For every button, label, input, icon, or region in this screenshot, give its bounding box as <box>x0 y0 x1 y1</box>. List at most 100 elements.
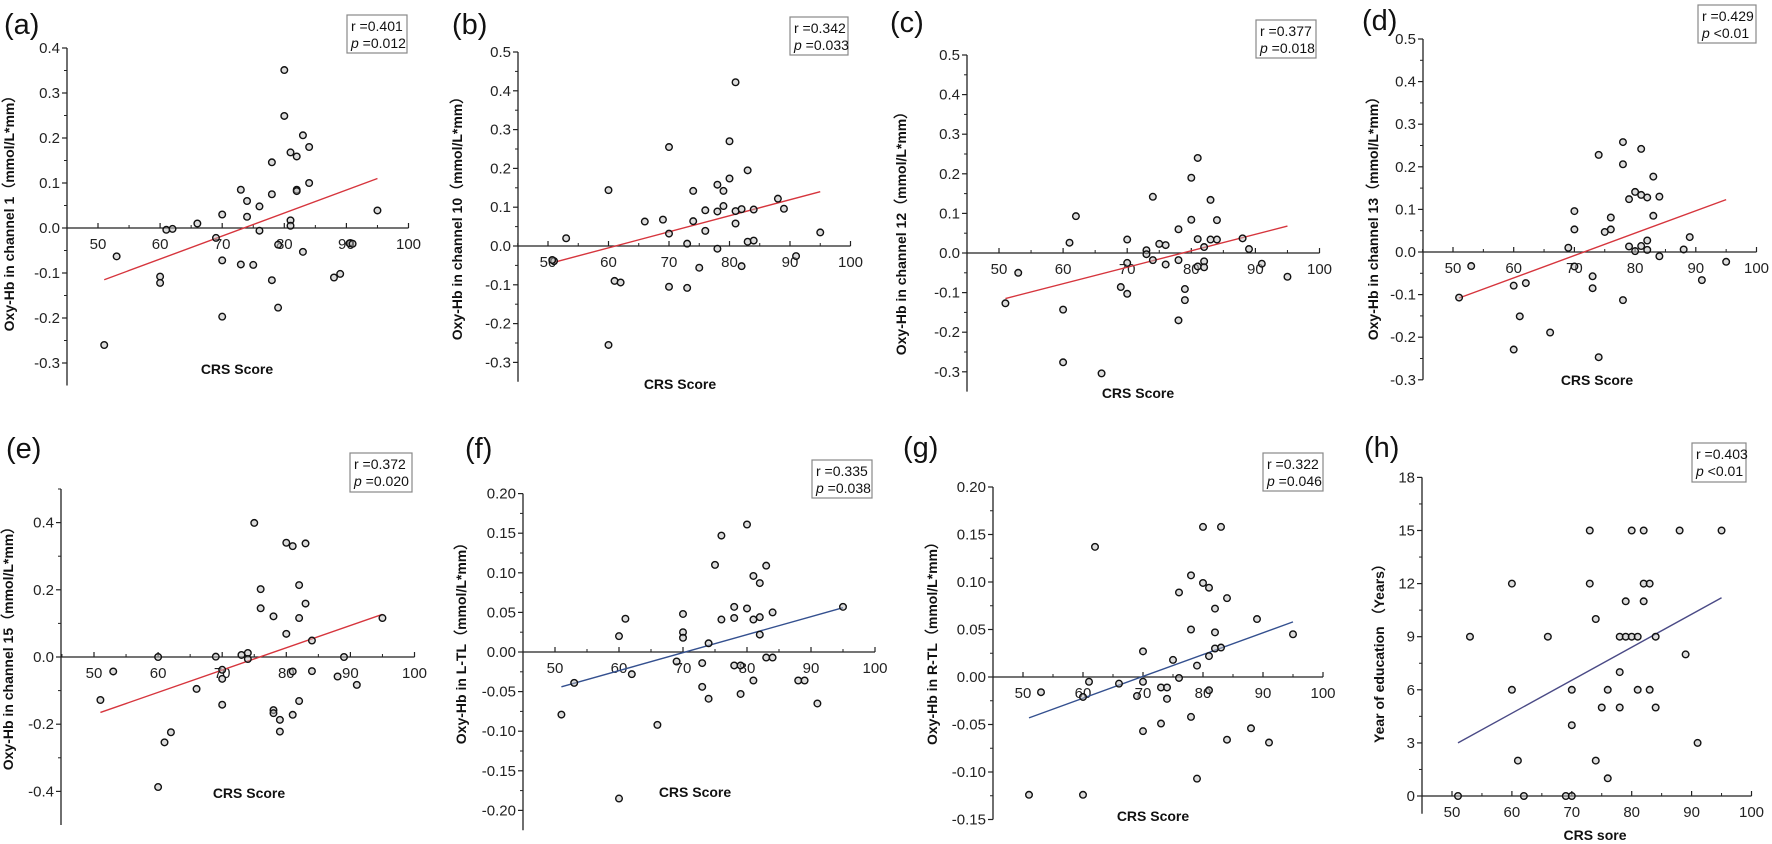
p-symbol: p <box>1701 25 1710 41</box>
data-point <box>333 672 342 681</box>
data-point <box>1162 683 1171 692</box>
y-tick-label: 0.2 <box>39 130 60 147</box>
p-symbol: p <box>1695 463 1704 479</box>
data-point <box>1591 615 1600 624</box>
y-tick-label: -0.10 <box>482 723 516 740</box>
data-point <box>348 239 357 248</box>
data-point <box>236 260 245 269</box>
scatter-panel-h: (h) 50 60 70 80 90 100 0 3 6 9 12 15 18 CRS sore Year o… <box>1364 432 1764 843</box>
data-point <box>1618 138 1627 147</box>
data-point <box>1200 243 1209 252</box>
p-value-text: <0.01 <box>1710 25 1750 41</box>
data-point <box>100 341 109 350</box>
x-tick-label: 100 <box>1310 685 1335 702</box>
x-tick-label: 70 <box>1119 261 1136 278</box>
r-value: r =0.401 <box>351 18 403 34</box>
panel-label: (h) <box>1364 432 1399 464</box>
data-point <box>1090 542 1099 551</box>
r-value: r =0.322 <box>1267 456 1319 472</box>
data-point <box>1633 685 1642 694</box>
data-point <box>816 228 825 237</box>
p-value-text: =0.012 <box>359 35 406 51</box>
data-point <box>301 539 310 548</box>
r-value: r =0.429 <box>1702 8 1754 24</box>
y-tick-label: 0.00 <box>487 644 516 661</box>
data-point <box>557 710 566 719</box>
data-point <box>1186 712 1195 721</box>
p-value-text: =0.046 <box>1275 473 1322 489</box>
data-point <box>267 276 276 285</box>
x-tick-label: 60 <box>1505 260 1522 277</box>
data-point <box>615 794 624 803</box>
p-value-text: =0.020 <box>362 473 409 489</box>
data-point <box>211 652 220 661</box>
data-point <box>1588 284 1597 293</box>
y-tick-label: -0.15 <box>952 812 986 829</box>
data-point <box>679 609 688 618</box>
y-tick-label: 0.4 <box>490 83 511 100</box>
y-tick-label: 0.15 <box>487 525 516 542</box>
data-point <box>1174 225 1183 234</box>
y-tick-label: 18 <box>1398 469 1415 486</box>
data-point <box>1697 276 1706 285</box>
y-tick-label: 6 <box>1407 682 1415 699</box>
data-point <box>1637 242 1646 251</box>
data-point <box>298 131 307 140</box>
regression-line <box>1457 597 1722 744</box>
y-tick-label: -0.1 <box>934 285 960 302</box>
panel-label: (b) <box>452 9 487 41</box>
data-point <box>698 682 707 691</box>
y-tick-label: -0.3 <box>34 355 60 372</box>
data-point <box>218 665 227 674</box>
data-point <box>1618 296 1627 305</box>
data-point <box>1238 234 1247 243</box>
data-point <box>218 312 227 321</box>
data-point <box>719 202 728 211</box>
stats-box <box>1262 452 1324 492</box>
stats-box <box>811 459 873 499</box>
data-point <box>1570 207 1579 216</box>
data-point <box>616 278 625 287</box>
y-tick-label: 0.3 <box>39 85 60 102</box>
data-point <box>1001 299 1010 308</box>
data-point <box>743 604 752 613</box>
x-tick-label: 60 <box>1055 261 1072 278</box>
data-point <box>269 709 278 718</box>
data-point <box>1588 272 1597 281</box>
scatter-panel-c: (c)50 60 70 80 90 100-0.3-0.2-0.10.00.10.20.3… <box>890 7 1332 401</box>
data-point <box>255 226 264 235</box>
data-point <box>713 244 722 253</box>
data-point <box>1467 262 1476 271</box>
p-value: p =0.020 <box>353 473 409 489</box>
data-point <box>737 262 746 271</box>
data-point <box>288 710 297 719</box>
data-point <box>275 727 284 736</box>
data-point <box>269 612 278 621</box>
data-point <box>1148 256 1157 265</box>
data-point <box>256 585 265 594</box>
data-point <box>1204 652 1213 661</box>
data-point <box>1198 522 1207 531</box>
x-tick-label: 100 <box>1739 804 1764 821</box>
data-point <box>255 202 264 211</box>
data-point <box>305 142 314 151</box>
data-point <box>1631 247 1640 256</box>
data-point <box>711 560 720 569</box>
data-point <box>166 728 175 737</box>
data-point <box>1174 316 1183 325</box>
regression-line <box>561 606 844 688</box>
data-point <box>1655 252 1664 261</box>
data-point <box>218 700 227 709</box>
data-point <box>1186 625 1195 634</box>
data-point <box>1156 719 1165 728</box>
y-tick-label: 0.3 <box>939 126 960 143</box>
data-point <box>288 667 297 676</box>
data-point <box>768 608 777 617</box>
scatter-panel-d: (d)5060708090100-0.3-0.2-0.10.00.10.20.3… <box>1362 4 1769 389</box>
y-tick-label: 0 <box>1407 788 1415 805</box>
data-point <box>627 670 636 679</box>
data-point <box>267 190 276 199</box>
data-point <box>1625 242 1634 251</box>
y-axis-label: Oxy-Hb in channel 12（mmol/L*mm） <box>893 105 909 356</box>
x-tick-label: 80 <box>1627 260 1644 277</box>
